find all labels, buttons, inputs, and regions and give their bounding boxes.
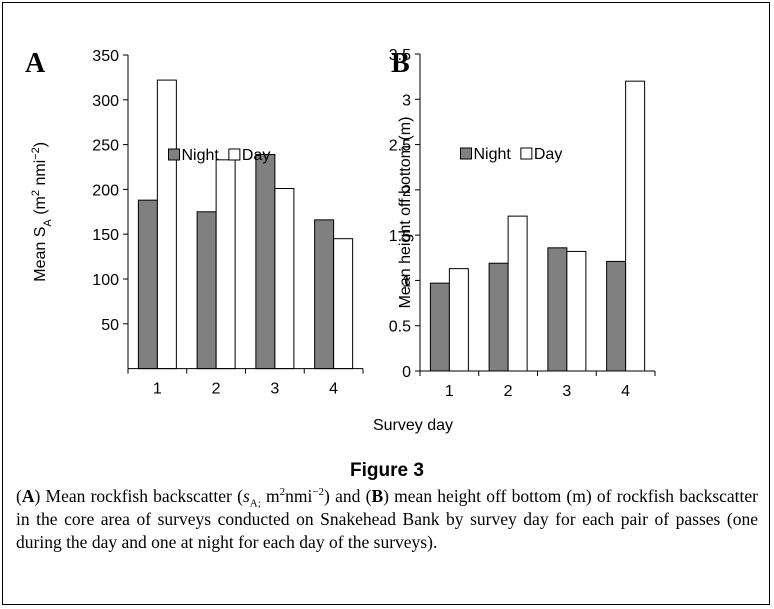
caption: (A) Mean rockfish backscatter (sA; m2nmi… [16, 485, 758, 554]
bar [566, 250, 587, 372]
y-tick-label: 350 [92, 48, 119, 65]
legend-label: Night [474, 146, 512, 163]
y-tick-label: 1 [402, 273, 411, 290]
caption-text: ) and ( [324, 486, 372, 506]
caption-text: −2 [312, 486, 325, 499]
y-axis-label-part: A [42, 219, 54, 227]
caption-text: nmi [285, 486, 313, 506]
y-axis-label: Mean SA (m2 nmi−2) [30, 142, 54, 282]
legend-label: Night [182, 147, 220, 164]
caption-text: ) mean height off bottom (m) of rockfish… [16, 486, 758, 552]
caption-text: A [21, 486, 35, 506]
legend-swatch [168, 148, 180, 161]
bar [196, 211, 217, 370]
legend-swatch [520, 147, 533, 160]
y-tick-label: 3 [402, 92, 411, 109]
y-tick-label: 50 [101, 317, 119, 334]
bar [137, 199, 158, 370]
caption-text: 2 [279, 486, 286, 499]
x-axis-label: Survey day [373, 417, 453, 434]
y-axis-label-part: nmi [32, 160, 49, 190]
x-tick-label: 3 [270, 381, 279, 398]
caption-text: B [371, 486, 384, 506]
x-tick-label: 3 [562, 383, 571, 400]
caption-text: ) Mean rockfish backscatter ( [34, 486, 243, 506]
bar [429, 282, 450, 372]
bar [606, 260, 627, 372]
y-tick-label: 150 [92, 227, 119, 244]
legend-label: Day [534, 146, 562, 163]
caption-text: m [260, 486, 280, 506]
bar [274, 188, 295, 370]
y-tick-label: 0 [402, 364, 411, 381]
y-tick-label: 200 [92, 182, 119, 199]
y-tick-label: 100 [92, 272, 119, 289]
y-axis-label-part: 2 [30, 190, 42, 196]
panel-label: A [25, 48, 46, 79]
x-tick-label: 2 [504, 383, 513, 400]
y-axis-label-part: −2 [30, 147, 42, 160]
bar [333, 238, 354, 370]
y-axis-label-part: (m [32, 196, 49, 219]
y-axis-label-part: ) [32, 142, 49, 147]
bar [448, 268, 469, 372]
y-tick-label: 2 [402, 183, 411, 200]
x-tick-label: 4 [329, 381, 338, 398]
bar [255, 153, 276, 370]
x-tick-label: 1 [153, 381, 162, 398]
y-axis-label-part: Mean S [32, 227, 49, 282]
legend-label: Day [242, 147, 270, 164]
y-tick-label: 250 [92, 138, 119, 155]
legend-swatch [460, 147, 472, 160]
bar [625, 80, 646, 372]
figure-title: Figure 3 [350, 460, 424, 481]
bar [547, 247, 568, 372]
caption-text: ( [16, 486, 22, 506]
legend-swatch [228, 148, 241, 161]
y-tick-label: 1.5 [389, 228, 411, 245]
x-tick-label: 1 [445, 383, 454, 400]
bar [314, 219, 335, 370]
bar [488, 262, 509, 372]
x-tick-label: 2 [212, 381, 221, 398]
bar [507, 215, 528, 372]
y-axis-label-part: Mean height off bottom (m) [397, 117, 414, 309]
y-tick-label: 2.5 [389, 138, 411, 155]
y-tick-label: 300 [92, 93, 119, 110]
y-tick-label: 3.5 [389, 47, 411, 64]
bar [156, 79, 177, 370]
y-tick-label: 0.5 [389, 319, 411, 336]
x-tick-label: 4 [621, 383, 630, 400]
y-axis-label: Mean height off bottom (m) [397, 117, 414, 309]
panel-label: B [391, 48, 410, 79]
caption-text: s [242, 486, 250, 506]
bar [215, 159, 236, 370]
caption-text: A; [249, 497, 261, 510]
